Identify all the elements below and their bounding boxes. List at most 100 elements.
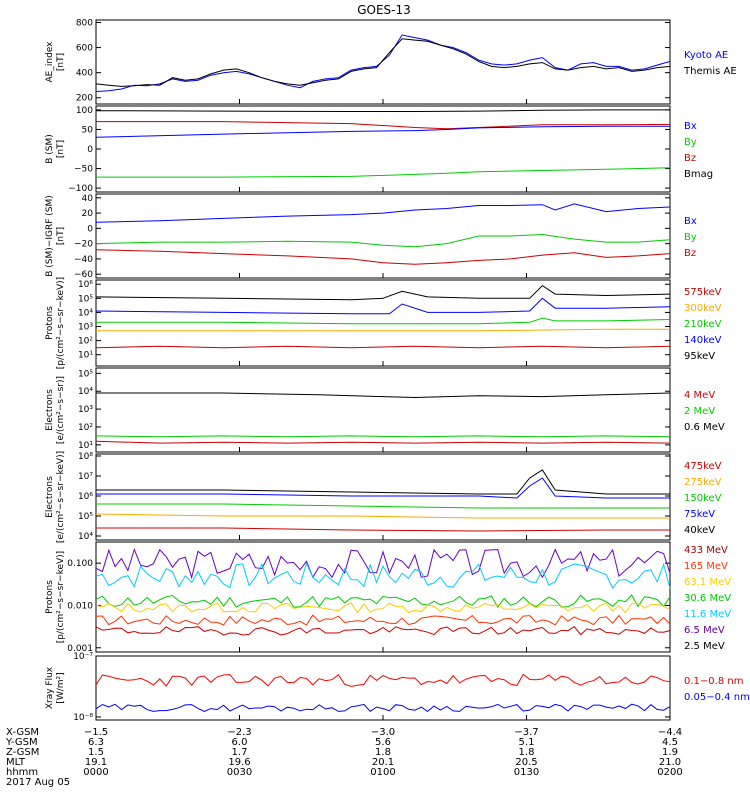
ytick-label: 10¹ — [78, 351, 93, 361]
series-line — [96, 317, 671, 325]
series-line — [95, 297, 671, 315]
legend-label: By — [684, 137, 697, 148]
ytick-label: −100 — [68, 184, 93, 194]
xaxis-row-label: MLT — [6, 757, 26, 768]
legend-label: Bx — [684, 121, 697, 132]
ylabel: [W/m²] — [56, 672, 66, 703]
ytick-label: 200 — [76, 94, 93, 104]
xaxis-value: 1.8 — [519, 747, 535, 758]
series-line — [96, 477, 670, 499]
ytick-label: 10⁻⁸ — [73, 713, 93, 723]
panel-frame — [95, 367, 671, 453]
ytick-label: 100 — [76, 106, 93, 116]
ytick-label: 600 — [76, 44, 93, 54]
legend-label: 165 MeV — [684, 561, 728, 572]
ytick-label: −40 — [74, 255, 93, 265]
series-line — [96, 527, 670, 532]
xaxis-value: 6.0 — [232, 737, 248, 748]
xaxis-value: −1.5 — [84, 727, 108, 738]
series-line — [95, 109, 670, 112]
ytick-label: 10⁴ — [78, 532, 93, 542]
xaxis-value: 4.5 — [662, 737, 678, 748]
series-line — [96, 469, 670, 495]
panel-frame — [95, 19, 671, 105]
legend-label: 63.1 MeV — [684, 577, 731, 588]
ytick-label: 10⁵ — [78, 512, 93, 522]
xaxis-value: −3.0 — [371, 727, 395, 738]
ytick-label: 0.001 — [67, 644, 93, 654]
legend-label: Bx — [684, 216, 697, 227]
legend-label: 300keV — [684, 303, 722, 314]
series-line — [95, 34, 671, 92]
series-line — [95, 703, 671, 713]
series-line — [95, 249, 671, 265]
ylabel: [e/(cm²−s−sr−keV)] — [56, 451, 66, 543]
series-line — [95, 547, 671, 580]
ytick-label: 50 — [82, 125, 94, 135]
series-line — [96, 121, 671, 130]
series-line — [95, 284, 671, 301]
xaxis-value: 20.1 — [372, 757, 394, 768]
ytick-label: 10⁶ — [78, 492, 93, 502]
panel-frame — [95, 655, 671, 721]
date-label: 2017 Aug 05 — [6, 777, 70, 788]
legend-label: 30.6 MeV — [684, 593, 731, 604]
panel-frame — [95, 279, 671, 367]
legend-label: 6.5 MeV — [684, 625, 725, 636]
legend-label: 95keV — [684, 351, 715, 362]
ytick-label: 10⁵ — [78, 369, 93, 379]
ylabel: AE_index — [45, 41, 55, 83]
xaxis-value: 1.7 — [232, 747, 248, 758]
xaxis-row-label: Z-GSM — [6, 747, 39, 758]
ytick-label: −50 — [74, 165, 93, 175]
ytick-label: −20 — [74, 240, 93, 250]
series-line — [95, 345, 671, 349]
xaxis-value: −2.3 — [227, 727, 251, 738]
legend-label: Bz — [684, 248, 696, 259]
xaxis-value: 0130 — [514, 767, 539, 778]
ylabel: [nT] — [56, 227, 66, 245]
ytick-label: 10⁷ — [78, 472, 93, 482]
series-line — [95, 233, 671, 248]
xaxis-value: 0030 — [227, 767, 252, 778]
series-line — [95, 513, 670, 519]
ytick-label: 10⁶ — [78, 280, 93, 290]
legend-label: 475keV — [684, 461, 722, 472]
ytick-label: 10³ — [78, 323, 93, 333]
xaxis-value: −4.4 — [658, 727, 682, 738]
legend-label: 210keV — [684, 319, 722, 330]
ytick-label: 10¹ — [78, 441, 93, 451]
xaxis-value: −3.7 — [514, 727, 538, 738]
legend-label: 75keV — [684, 509, 715, 520]
legend-label: 11.6 MeV — [684, 609, 731, 620]
xaxis-value: 1.8 — [375, 747, 391, 758]
ytick-label: 10⁴ — [78, 308, 93, 318]
ylabel: Electrons — [45, 389, 55, 431]
ylabel: B (SM) — [45, 134, 55, 164]
xaxis-value: 0000 — [83, 767, 108, 778]
series-line — [95, 435, 671, 438]
ytick-label: 10³ — [78, 405, 93, 415]
xaxis-value: 20.5 — [515, 757, 537, 768]
ytick-label: −60 — [74, 270, 93, 280]
legend-label: Kyoto AE — [684, 50, 728, 61]
ylabel: [p/(cm²−s−sr−keV)] — [56, 551, 66, 643]
series-line — [95, 440, 671, 444]
chart-title: GOES-13 — [357, 3, 411, 17]
ytick-label: 40 — [82, 194, 94, 204]
series-line — [95, 614, 671, 626]
xaxis-value: 6.3 — [88, 737, 104, 748]
ytick-label: 10² — [78, 423, 93, 433]
xaxis-value: 1.9 — [662, 747, 678, 758]
ylabel: Protons — [45, 580, 55, 614]
legend-label: 575keV — [684, 287, 722, 298]
legend-label: 0.1−0.8 nm — [684, 676, 743, 687]
legend-label: 2 MeV — [684, 406, 715, 417]
series-line — [95, 125, 670, 138]
series-line — [95, 203, 671, 223]
ylabel: B (SM)−IGRF (SM) — [45, 195, 55, 277]
xaxis-value: 0100 — [370, 767, 395, 778]
ytick-label: 10² — [78, 337, 93, 347]
ytick-label: 20 — [82, 209, 94, 219]
